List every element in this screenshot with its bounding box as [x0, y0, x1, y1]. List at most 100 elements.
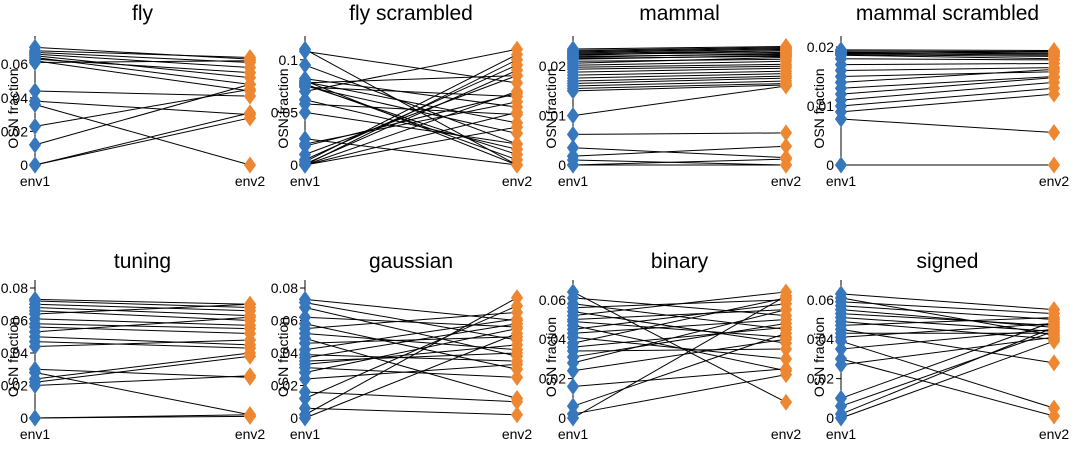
y-tick-label: 0.02	[1, 123, 28, 139]
y-axis-label: OSN fraction	[543, 68, 559, 148]
series-line	[34, 60, 251, 92]
series-line	[840, 68, 1055, 83]
x-category-label: env2	[235, 426, 266, 442]
series-line	[304, 323, 518, 370]
x-category-label: env1	[290, 426, 321, 442]
x-category-label: env1	[20, 173, 51, 189]
series-line	[34, 368, 251, 378]
series-line	[304, 103, 518, 115]
series-line	[304, 59, 518, 166]
series-line	[34, 339, 251, 347]
env2-point	[243, 156, 257, 174]
env1-point	[834, 156, 848, 174]
series-line	[304, 138, 518, 166]
series-line	[840, 54, 1055, 60]
series-line	[572, 49, 787, 56]
env2-point	[243, 75, 257, 93]
y-tick-label: 0.06	[539, 292, 566, 308]
chart-title: gaussian	[369, 250, 453, 273]
y-tick-label: 0	[20, 157, 28, 173]
y-tick-label: 0.02	[807, 371, 834, 387]
y-tick-label: 0.06	[1, 313, 28, 329]
env1-point	[298, 156, 312, 174]
env1-point	[298, 56, 312, 74]
series-line	[304, 337, 518, 399]
x-category-label: env2	[502, 426, 533, 442]
x-category-label: env2	[771, 426, 802, 442]
env2-point	[243, 331, 257, 349]
env1-point	[28, 136, 42, 154]
x-category-label: env2	[235, 173, 266, 189]
series-line	[34, 112, 251, 166]
series-line	[572, 297, 787, 317]
env2-point	[779, 324, 793, 342]
series-line	[34, 352, 251, 380]
x-category-label: env2	[1039, 173, 1070, 189]
chart-title: signed	[917, 250, 979, 273]
series-line	[572, 348, 787, 352]
x-category-label: env1	[558, 173, 589, 189]
env2-point	[243, 347, 257, 365]
series-line	[304, 318, 518, 351]
env2-point	[243, 308, 257, 326]
series-line	[34, 303, 251, 315]
env1-point	[566, 377, 580, 395]
y-tick-label: 0.06	[271, 313, 298, 329]
series-line	[34, 298, 251, 305]
env2-point	[779, 137, 793, 155]
env1-point	[28, 409, 42, 427]
env2-point	[510, 135, 524, 153]
y-tick-label: 0.06	[807, 292, 834, 308]
series-line	[840, 75, 1055, 89]
series-line	[572, 67, 787, 73]
x-category-label: env1	[826, 173, 857, 189]
env1-point	[298, 103, 312, 121]
env2-point	[510, 156, 524, 174]
series-line	[34, 46, 251, 60]
y-tick-label: 0.02	[271, 378, 298, 394]
y-axis-label: OSN fraction	[5, 317, 21, 397]
env2-point	[779, 366, 793, 384]
series-line	[840, 340, 1055, 419]
y-tick-label: 0.08	[1, 280, 28, 296]
series-line	[840, 313, 1055, 326]
series-line	[840, 340, 1055, 409]
chart-panel: mammal OSN fraction 0 0.01 0.02 env1 env2	[539, 2, 802, 189]
env2-point	[510, 118, 524, 136]
series-line	[34, 55, 251, 79]
series-line	[304, 328, 518, 373]
y-tick-label: 0	[290, 157, 298, 173]
series-line	[840, 301, 1055, 315]
env2-point	[243, 104, 257, 122]
env2-point	[1047, 332, 1061, 350]
series-line	[572, 85, 787, 117]
series-line	[304, 302, 518, 341]
y-tick-label: 0.01	[807, 98, 834, 114]
chart-panel: tuning OSN fraction 0 0.02 0.04 0.06 0.08 env1 e…	[1, 250, 266, 442]
y-axis-label: OSN fraction	[5, 68, 21, 148]
y-axis-label: OSN fraction	[811, 317, 827, 397]
y-axis-label: OSN fraction	[811, 68, 827, 148]
y-axis-label: OSN fraction	[275, 68, 291, 148]
series-line	[304, 311, 518, 330]
chart-panel: binary OSN fraction 0 0.02 0.04 0.06 env1 env2	[539, 250, 802, 442]
env1-point	[298, 390, 312, 407]
series-line	[304, 85, 518, 134]
env1-point	[28, 82, 42, 100]
env2-point	[779, 314, 793, 332]
series-line	[34, 372, 251, 416]
env2-point	[243, 52, 257, 70]
series-line	[34, 117, 251, 166]
series-line	[304, 111, 518, 166]
series-line	[34, 303, 251, 312]
y-tick-label: 0.04	[539, 331, 566, 347]
y-tick-label: 0.06	[1, 56, 28, 72]
series-line	[304, 54, 518, 163]
series-line	[840, 77, 1055, 95]
series-line	[572, 60, 787, 66]
series-line	[572, 75, 787, 82]
y-tick-label: 0.08	[271, 280, 298, 296]
series-line	[34, 83, 251, 146]
env1-point	[566, 156, 580, 174]
env2-point	[779, 350, 793, 368]
